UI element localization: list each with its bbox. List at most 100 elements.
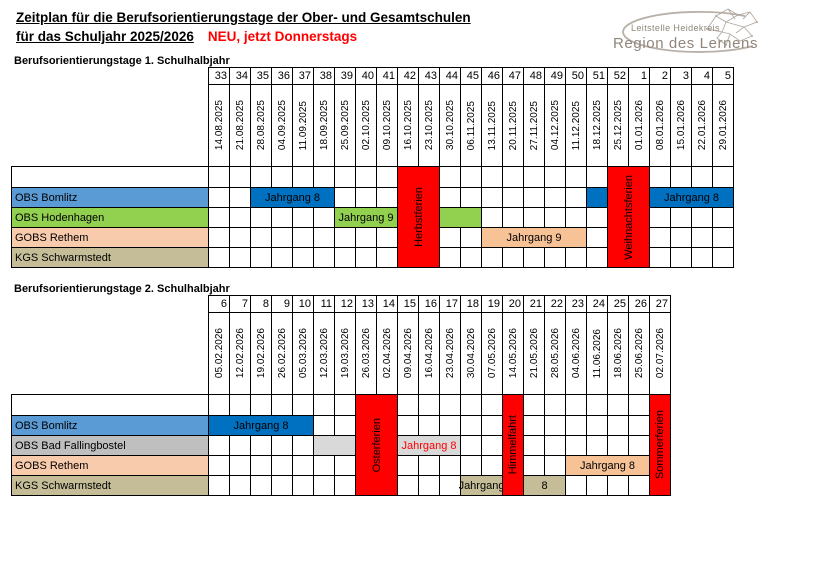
grid-cell bbox=[481, 435, 503, 456]
date-cell: 19.02.2026 bbox=[250, 312, 272, 395]
section-caption-first-half: Berufsorientierungstage 1. Schulhalbjahr bbox=[14, 55, 230, 67]
grid-cell bbox=[334, 247, 356, 268]
week-number-cell: 14 bbox=[376, 295, 398, 313]
grid-cell bbox=[250, 394, 272, 416]
grid-cell bbox=[334, 415, 356, 436]
title-line-2: für das Schuljahr 2025/2026 bbox=[16, 29, 194, 44]
date-cell: 05.03.2026 bbox=[292, 312, 314, 395]
week-number-cell: 3 bbox=[670, 67, 692, 85]
date-cell: 16.10.2025 bbox=[397, 84, 419, 167]
week-number-cell: 18 bbox=[460, 295, 482, 313]
date-cell: 23.04.2026 bbox=[439, 312, 461, 395]
grid-cell bbox=[397, 475, 419, 496]
grid-cell bbox=[523, 187, 545, 208]
date-cell: 04.06.2026 bbox=[565, 312, 587, 395]
week-number-cell: 42 bbox=[397, 67, 419, 85]
grid-cell bbox=[229, 435, 251, 456]
school-label: KGS Schwarmstedt bbox=[11, 475, 209, 496]
grid-cell bbox=[271, 207, 293, 228]
grid-cell bbox=[607, 394, 629, 416]
grid-cell bbox=[292, 227, 314, 248]
date-cell: 14.08.2025 bbox=[208, 84, 230, 167]
grid-cell bbox=[691, 247, 713, 268]
week-number-cell: 7 bbox=[229, 295, 251, 313]
week-number-cell: 4 bbox=[691, 67, 713, 85]
week-number-cell: 45 bbox=[460, 67, 482, 85]
grid-cell bbox=[691, 166, 713, 188]
grid-cell bbox=[460, 435, 482, 456]
grid-cell bbox=[544, 166, 566, 188]
week-number-cell: 25 bbox=[607, 295, 629, 313]
grid-cell bbox=[607, 435, 629, 456]
grid-cell bbox=[418, 415, 440, 436]
grid-cell bbox=[250, 435, 272, 456]
grid-cell bbox=[565, 415, 587, 436]
date-cell: 27.11.2025 bbox=[523, 84, 545, 167]
grid-cell bbox=[292, 247, 314, 268]
grid-cell bbox=[418, 394, 440, 416]
date-cell: 02.07.2026 bbox=[649, 312, 671, 395]
grid-cell bbox=[481, 394, 503, 416]
date-cell: 28.05.2026 bbox=[544, 312, 566, 395]
grid-cell bbox=[670, 166, 692, 188]
grid-cell bbox=[355, 166, 377, 188]
grid-cell bbox=[229, 207, 251, 228]
week-number-cell: 17 bbox=[439, 295, 461, 313]
grid-cell bbox=[565, 394, 587, 416]
grid-cell bbox=[565, 187, 587, 208]
week-number-cell: 8 bbox=[250, 295, 272, 313]
week-number-cell: 52 bbox=[607, 67, 629, 85]
grid-cell bbox=[565, 247, 587, 268]
schedule-bar: Jahrgang bbox=[459, 475, 504, 496]
spacer-label-cell bbox=[11, 394, 209, 416]
grid-cell bbox=[250, 207, 272, 228]
grid-cell bbox=[586, 227, 608, 248]
grid-cell bbox=[208, 187, 230, 208]
grid-cell bbox=[229, 475, 251, 496]
schedule-bar: Jahrgang 8 bbox=[565, 455, 650, 476]
date-cell: 04.09.2025 bbox=[271, 84, 293, 167]
grid-cell bbox=[334, 187, 356, 208]
week-number-cell: 2 bbox=[649, 67, 671, 85]
grid-cell bbox=[586, 207, 608, 228]
week-number-cell: 46 bbox=[481, 67, 503, 85]
grid-cell bbox=[271, 455, 293, 476]
grid-cell bbox=[607, 415, 629, 436]
holiday-band: Osterferien bbox=[355, 394, 398, 496]
grid-cell bbox=[334, 475, 356, 496]
grid-cell bbox=[565, 207, 587, 228]
gantt-table-first-half: 33 34 35 36 37 38 39 40 41 42 43 44 45 46 47 48 49 50 51 52… bbox=[11, 67, 734, 268]
date-cell: 23.10.2025 bbox=[418, 84, 440, 167]
grid-cell bbox=[292, 166, 314, 188]
grid-cell bbox=[355, 187, 377, 208]
date-cell: 19.03.2026 bbox=[334, 312, 356, 395]
date-cell: 02.10.2025 bbox=[355, 84, 377, 167]
week-number-cell: 6 bbox=[208, 295, 230, 313]
date-cell: 05.02.2026 bbox=[208, 312, 230, 395]
grid-cell bbox=[334, 227, 356, 248]
logo-text-small: Leitstelle Heidekreis bbox=[631, 23, 720, 33]
date-cell: 06.11.2025 bbox=[460, 84, 482, 167]
week-number-cell: 41 bbox=[376, 67, 398, 85]
grid-cell bbox=[208, 435, 230, 456]
grid-cell bbox=[313, 455, 335, 476]
week-number-cell: 44 bbox=[439, 67, 461, 85]
school-label: OBS Hodenhagen bbox=[11, 207, 209, 228]
grid-cell bbox=[586, 435, 608, 456]
grid-cell bbox=[376, 187, 398, 208]
week-number-cell: 36 bbox=[271, 67, 293, 85]
school-label: OBS Bomlitz bbox=[11, 187, 209, 208]
week-number-cell: 37 bbox=[292, 67, 314, 85]
grid-cell bbox=[481, 207, 503, 228]
week-number-cell: 24 bbox=[586, 295, 608, 313]
date-cell: 11.12.2025 bbox=[565, 84, 587, 167]
grid-cell bbox=[712, 207, 734, 228]
schedule-bar: Jahrgang 8 bbox=[649, 187, 734, 208]
schedule-bar: Jahrgang 8 bbox=[250, 187, 335, 208]
week-number-cell: 15 bbox=[397, 295, 419, 313]
grid-cell bbox=[292, 455, 314, 476]
week-number-cell: 47 bbox=[502, 67, 524, 85]
date-cell: 18.09.2025 bbox=[313, 84, 335, 167]
date-cell: 12.02.2026 bbox=[229, 312, 251, 395]
grid-cell bbox=[271, 166, 293, 188]
